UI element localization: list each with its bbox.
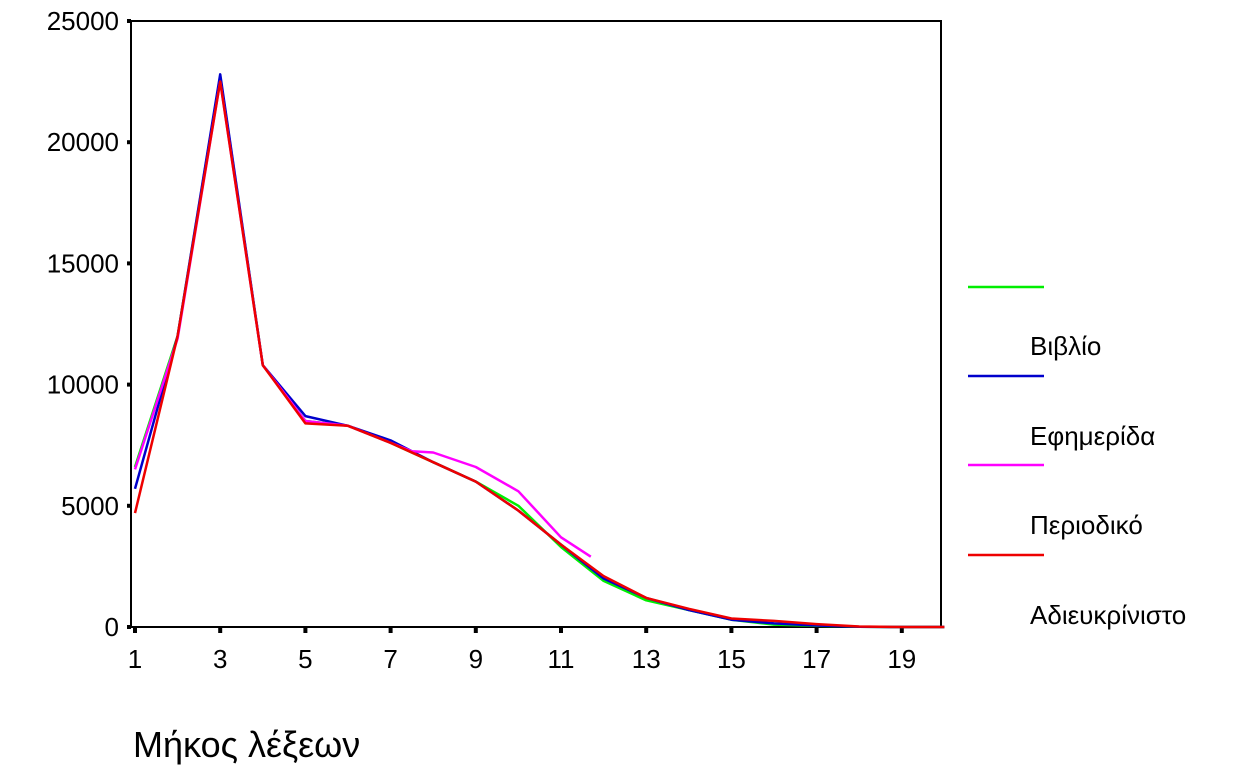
y-axis: 0 5000 10000 15000 20000 25000 — [47, 6, 131, 642]
x-tick-label: 19 — [887, 644, 916, 674]
x-axis-title: Μήκος λέξεων — [133, 724, 360, 765]
x-tick-label: 3 — [213, 644, 227, 674]
x-tick-label: 15 — [717, 644, 746, 674]
y-tick-label: 15000 — [47, 248, 119, 278]
legend-label: Αδιευκρίνιστο — [1030, 600, 1186, 630]
y-tick-label: 25000 — [47, 6, 119, 36]
legend-label: Εφημερίδα — [1030, 421, 1155, 451]
x-tick-label: 7 — [383, 644, 397, 674]
legend-label: Βιβλίο — [1030, 331, 1101, 361]
legend-label: Περιοδικό — [1030, 510, 1143, 540]
x-tick-label: 17 — [802, 644, 831, 674]
y-tick-label: 5000 — [61, 491, 119, 521]
x-tick-label: 13 — [632, 644, 661, 674]
y-tick-label: 0 — [105, 612, 119, 642]
x-tick-label: 1 — [128, 644, 142, 674]
x-tick-label: 9 — [469, 644, 483, 674]
x-axis: 1 3 5 7 9 11 13 15 17 19 — [128, 627, 916, 674]
x-tick-label: 5 — [298, 644, 312, 674]
x-tick-label: 11 — [548, 644, 575, 674]
plot-frame — [130, 20, 942, 628]
y-tick-label: 10000 — [47, 370, 119, 400]
legend: Βιβλίο Εφημερίδα Περιοδικό Αδιευκρίνιστο — [968, 285, 1186, 630]
series-line — [133, 80, 945, 629]
series-lines — [133, 73, 945, 629]
y-tick-label: 20000 — [47, 127, 119, 157]
